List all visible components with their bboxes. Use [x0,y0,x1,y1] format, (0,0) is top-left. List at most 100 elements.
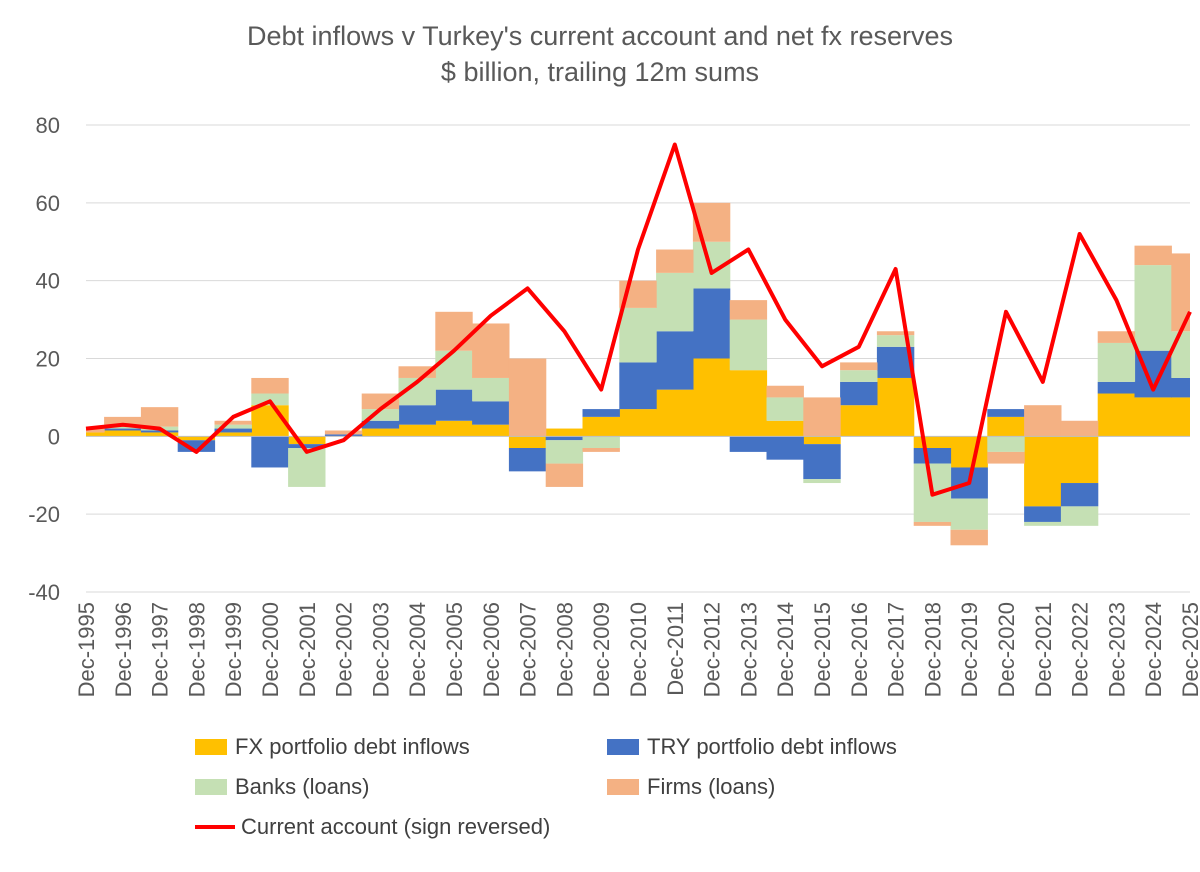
legend-label: Banks (loans) [235,774,370,799]
area-mark-series-1 [251,436,289,468]
x-tick-label: Dec-1998 [184,602,209,697]
area-mark-series-3 [876,331,915,336]
area-mark-series-3 [803,397,841,437]
area-mark-series-2 [619,307,657,363]
x-tick-label: Dec-2014 [773,602,798,697]
area-mark-series-1 [692,288,731,359]
area-mark-series-0 [840,405,878,437]
area-mark-series-3 [582,448,620,452]
area-mark-series-0 [692,358,731,437]
area-mark-series-1 [1097,381,1136,394]
x-tick-label: Dec-2002 [332,602,357,697]
area-mark-series-3 [545,463,584,487]
legend-item: TRY portfolio debt inflows [607,734,897,760]
x-tick-label: Dec-2007 [516,602,541,697]
area-mark-series-1 [508,448,547,472]
area-mark-series-1 [619,362,657,410]
area-mark-series-0 [86,432,105,437]
x-tick-label: Dec-2004 [405,602,430,697]
area-mark-series-2 [214,424,252,429]
x-tick-label: Dec-2021 [1031,602,1056,697]
area-mark-series-3 [729,300,768,320]
area-mark-series-3 [104,416,142,425]
x-tick-label: Dec-2020 [994,602,1019,697]
area-mark-series-1 [803,444,841,480]
area-mark-series-0 [214,432,252,437]
area-mark-series-3 [214,420,252,425]
x-tick-label: Dec-2017 [884,602,909,697]
area-mark-series-0 [1060,436,1099,484]
area-mark-series-2 [1097,342,1136,382]
area-mark-series-0 [508,436,547,449]
area-mark-series-0 [876,377,915,437]
area-mark-series-3 [1171,253,1190,332]
area-mark-series-3 [913,521,952,526]
x-tick-label: Dec-2025 [1178,602,1200,697]
legend: FX portfolio debt inflows TRY portfolio d… [195,734,1095,864]
stacked-areas [86,202,1190,546]
x-tick-label: Dec-2003 [368,602,393,697]
x-tick-label: Dec-2001 [295,602,320,697]
area-mark-series-1 [1171,377,1190,398]
area-mark-series-0 [1171,397,1190,437]
area-mark-series-2 [435,350,473,390]
legend-swatch [195,779,227,795]
area-mark-series-1 [840,381,878,406]
area-mark-series-0 [435,420,473,437]
area-mark-series-3 [398,366,436,378]
x-tick-label: Dec-2009 [589,602,614,697]
area-mark-series-2 [361,409,400,421]
x-tick-label: Dec-2012 [700,602,725,697]
area-mark-series-1 [545,436,584,441]
area-mark-series-3 [987,451,1025,464]
area-mark-series-3 [1060,420,1099,437]
area-mark-series-3 [1024,405,1062,437]
area-mark-series-0 [987,416,1025,437]
chart-title: Debt inflows v Turkey's current account … [247,21,953,51]
area-mark-series-0 [177,436,216,441]
area-mark-series-0 [656,389,694,437]
area-mark-series-2 [987,436,1025,452]
legend-swatch [195,739,227,755]
area-mark-series-2 [876,335,915,347]
x-tick-label: Dec-2018 [920,602,945,697]
x-tick-label: Dec-2016 [847,602,872,697]
x-tick-label: Dec-2000 [258,602,283,697]
legend-label: TRY portfolio debt inflows [647,734,897,759]
area-mark-series-0 [398,424,436,437]
area-mark-series-3 [840,362,878,371]
legend-item: Current account (sign reversed) [195,814,550,840]
area-mark-series-1 [177,440,216,452]
area-mark-series-2 [1024,521,1062,526]
x-tick-label: Dec-1996 [111,602,136,697]
area-mark-series-0 [288,436,326,445]
x-tick-label: Dec-2010 [626,602,651,697]
area-mark-series-0 [1134,397,1172,437]
area-mark-series-1 [288,444,326,449]
current-account-line [85,142,1192,497]
area-mark-series-3 [435,311,473,351]
area-mark-series-2 [472,377,510,402]
x-tick-label: Dec-1999 [221,602,246,697]
area-mark-series-1 [398,405,436,425]
area-mark-series-1 [104,428,142,431]
legend-swatch [607,739,639,755]
area-mark-series-3 [361,393,400,410]
area-mark-series-1 [1024,506,1062,522]
area-mark-series-3 [1097,331,1136,343]
area-mark-series-0 [472,424,510,437]
x-tick-label: Dec-2011 [663,602,688,696]
area-mark-series-3 [324,430,363,435]
area-mark-series-3 [86,428,105,433]
chart-subtitle: $ billion, trailing 12m sums [440,57,760,87]
x-tick-label: Dec-2023 [1104,602,1129,697]
area-mark-series-1 [987,409,1025,417]
y-tick-label: 0 [48,424,60,449]
area-mark-series-0 [582,416,620,437]
area-mark-series-0 [361,428,400,437]
area-mark-series-0 [1024,436,1062,507]
x-tick-label: Dec-2008 [552,602,577,697]
y-tick-label: 40 [36,269,60,294]
area-mark-series-2 [1171,331,1190,378]
